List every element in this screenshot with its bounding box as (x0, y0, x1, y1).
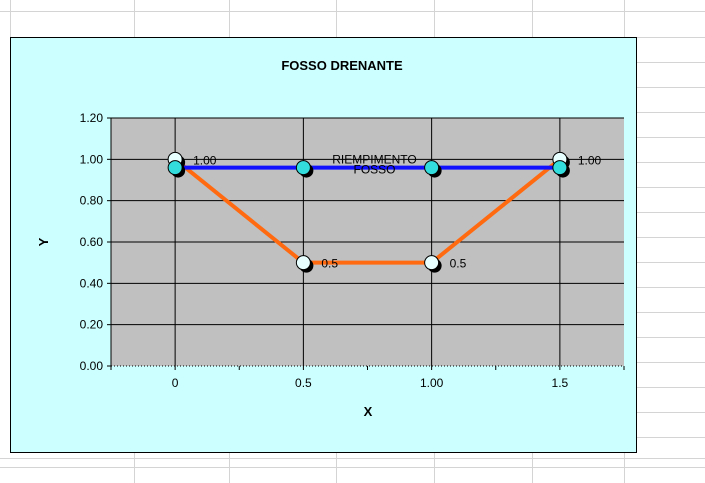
trench-point-label: 0.5 (321, 257, 338, 271)
series-lines (173, 157, 562, 265)
x-tick-label: 1.00 (420, 376, 444, 390)
trench-point-label: 0.5 (450, 257, 467, 271)
fill-point-marker (424, 160, 440, 176)
fill-point-marker (552, 160, 568, 176)
y-tick-label: 0.00 (80, 359, 104, 373)
x-tick-label: 1.5 (552, 376, 569, 390)
data-labels: 1.00 0.5 0.5 1.00 (193, 153, 601, 270)
y-tick-label: 0.20 (80, 318, 104, 332)
x-axis-label: X (364, 404, 373, 419)
trench-profile-line (173, 157, 562, 265)
trench-point-label: 1.00 (578, 153, 602, 167)
x-tick-label: 0 (172, 376, 179, 390)
y-axis-label: Y (36, 237, 51, 246)
y-tick-label: 1.00 (80, 152, 104, 166)
chart-title: FOSSO DRENANTE (281, 58, 403, 73)
axes (107, 117, 625, 370)
y-tick-label: 1.20 (80, 111, 104, 125)
y-tick-label: 0.80 (80, 194, 104, 208)
annotation-label: RIEMPIMENTO (332, 152, 416, 166)
trench-point-label: 1.00 (193, 153, 217, 167)
x-tick-labels: 0 0.5 1.00 1.5 (172, 376, 569, 390)
annotation-label: FOSSO (353, 163, 395, 177)
y-tick-label: 0.40 (80, 276, 104, 290)
trench-point-marker (424, 255, 440, 271)
trench-point-marker (295, 255, 311, 271)
data-markers (167, 151, 570, 273)
x-tick-label: 0.5 (295, 376, 312, 390)
fill-point-marker (295, 160, 311, 176)
fill-point-marker (167, 160, 183, 176)
y-tick-label: 0.60 (80, 235, 104, 249)
y-tick-labels: 0.00 0.20 0.40 0.60 0.80 1.00 1.20 (80, 111, 104, 373)
